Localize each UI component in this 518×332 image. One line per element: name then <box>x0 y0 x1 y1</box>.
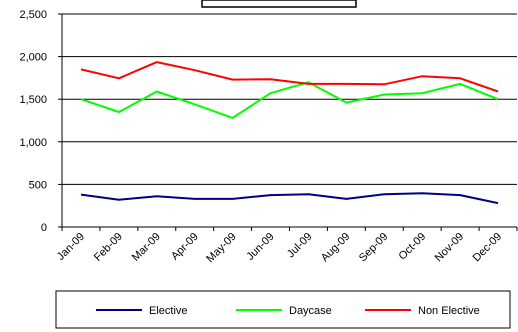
y-tick-label: 2,000 <box>19 52 47 64</box>
gridlines <box>62 13 517 185</box>
y-tick-labels: 0 500 1,000 1,500 2,000 2,500 <box>19 9 47 234</box>
series-line-daycase <box>80 81 499 119</box>
series-line-non-elective <box>80 61 499 93</box>
y-tick-label: 500 <box>29 179 47 191</box>
series-lines <box>80 61 499 205</box>
y-tick-label: 2,500 <box>19 9 47 21</box>
y-tick-label: 1,500 <box>19 94 47 106</box>
legend-label-daycase: Daycase <box>289 305 332 317</box>
axes <box>58 13 518 231</box>
legend: Elective Daycase Non Elective <box>96 305 480 317</box>
title-box <box>201 0 357 8</box>
legend-label-elective: Elective <box>149 305 188 317</box>
y-tick-label: 1,000 <box>19 137 47 149</box>
series-line-elective <box>80 192 499 205</box>
y-tick-label: 0 <box>41 222 47 234</box>
legend-label-non-elective: Non Elective <box>418 305 480 317</box>
